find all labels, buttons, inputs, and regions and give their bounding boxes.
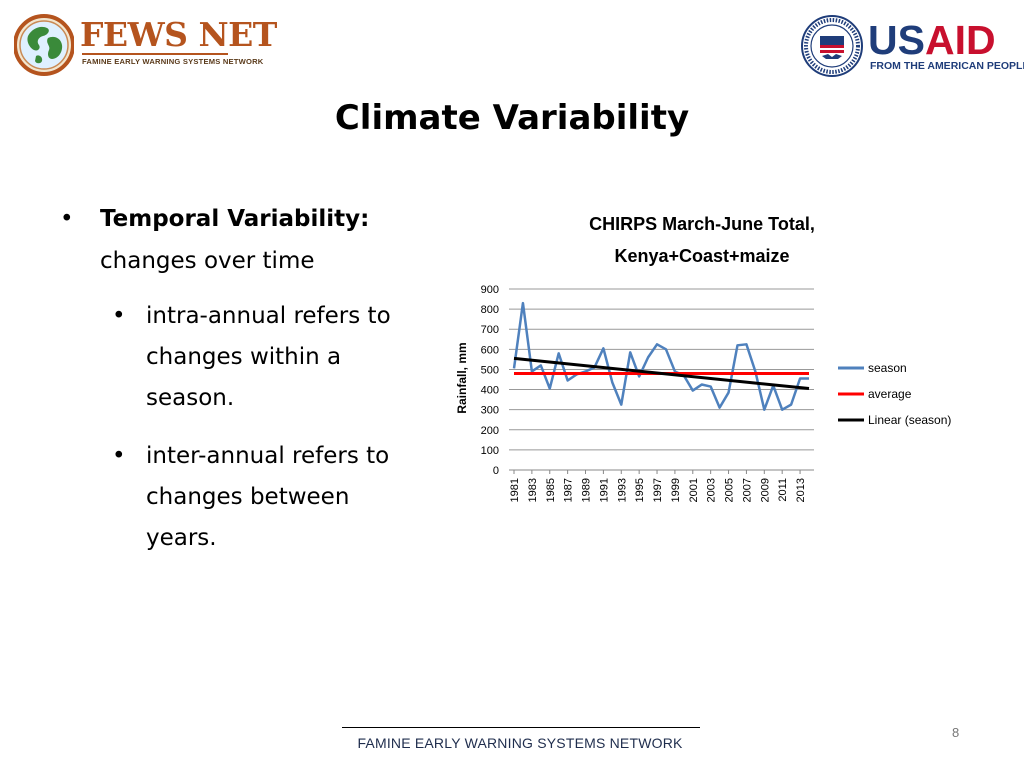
slide-title: Climate Variability	[334, 98, 690, 138]
x-tick-label: 1993	[616, 478, 628, 502]
usaid-wordmark: USAID	[868, 20, 996, 61]
chart-y-axis-label: Rainfall, mm	[455, 342, 469, 413]
sub-bullet-dot: •	[112, 443, 126, 469]
y-tick-label: 600	[481, 344, 499, 356]
chart-plot-area	[512, 301, 810, 411]
x-tick-label: 1983	[527, 478, 539, 502]
x-tick-label: 2003	[706, 478, 718, 502]
y-tick-label: 900	[481, 284, 499, 296]
legend-label: season	[868, 361, 907, 375]
footer-text: FAMINE EARLY WARNING SYSTEMS NETWORK	[357, 735, 683, 751]
y-tick-label: 200	[481, 425, 499, 437]
usaid-wordmark-aid: AID	[924, 17, 996, 63]
x-tick-label: 1985	[545, 478, 557, 502]
bullet-text: Temporal Variability: changes over time	[100, 198, 420, 282]
chart-gridlines	[509, 288, 814, 471]
bullet-rest-text: changes over time	[100, 248, 315, 274]
fews-net-tagline: FAMINE EARLY WARNING SYSTEMS NETWORK	[82, 57, 264, 66]
usaid-tagline: FROM THE AMERICAN PEOPLE	[870, 60, 1024, 72]
x-tick-label: 1987	[563, 478, 575, 502]
page-number: 8	[952, 725, 960, 740]
x-tick-label: 1995	[634, 478, 646, 502]
y-tick-label: 0	[493, 465, 499, 477]
chart-title-line-1: CHIRPS March-June Total,	[589, 214, 815, 234]
footer-divider	[342, 727, 700, 728]
rainfall-chart: CHIRPS March-June Total, Kenya+Coast+mai…	[455, 214, 951, 502]
usaid-wordmark-us: US	[868, 17, 925, 63]
sub-bullet-text: inter-annual refers to changes between y…	[146, 443, 390, 551]
fews-net-logo: FEWS NET FAMINE EARLY WARNING SYSTEMS NE…	[13, 12, 277, 80]
x-tick-label: 2013	[795, 478, 807, 502]
bullet-bold-label: Temporal Variability:	[100, 206, 370, 232]
legend-label: Linear (season)	[868, 413, 951, 427]
fews-logo-rule	[82, 53, 228, 55]
y-tick-label: 300	[481, 405, 499, 417]
chart-y-tick-labels: 0 100 200 300 400 500 600 700 800 900	[481, 284, 499, 477]
chart-x-tick-labels: 1981 1983 1985 1987 1989 1991 1993 1995 1997 1999…	[509, 470, 807, 502]
y-tick-label: 800	[481, 304, 499, 316]
chart-title-line-2: Kenya+Coast+maize	[614, 246, 789, 266]
y-tick-label: 700	[481, 324, 499, 336]
x-tick-label: 2011	[777, 478, 789, 502]
x-tick-label: 1989	[581, 478, 593, 502]
y-tick-label: 500	[481, 364, 499, 376]
bullet-dot: •	[60, 206, 74, 232]
x-tick-label: 2005	[724, 478, 736, 502]
usaid-logo: USAID FROM THE AMERICAN PEOPLE	[800, 14, 1024, 80]
legend-label: average	[868, 387, 912, 401]
y-tick-label: 400	[481, 385, 499, 397]
x-tick-label: 1981	[509, 478, 521, 502]
x-tick-label: 1997	[652, 478, 664, 502]
sub-bullet-dot: •	[112, 303, 126, 329]
x-tick-label: 1991	[598, 478, 610, 502]
globe-icon	[13, 14, 75, 76]
chart-legend: season average Linear (season)	[838, 361, 951, 427]
y-tick-label: 100	[481, 445, 499, 457]
sub-bullet-text: intra-annual refers to changes within a …	[146, 303, 391, 411]
series-line-season	[512, 301, 809, 411]
x-tick-label: 2009	[759, 478, 771, 502]
usaid-seal-icon	[801, 15, 863, 77]
x-tick-label: 1999	[670, 478, 682, 502]
fews-net-wordmark: FEWS NET	[80, 15, 277, 54]
x-tick-label: 2007	[741, 478, 753, 502]
x-tick-label: 2001	[688, 478, 700, 502]
series-line-linear-season	[513, 356, 810, 391]
